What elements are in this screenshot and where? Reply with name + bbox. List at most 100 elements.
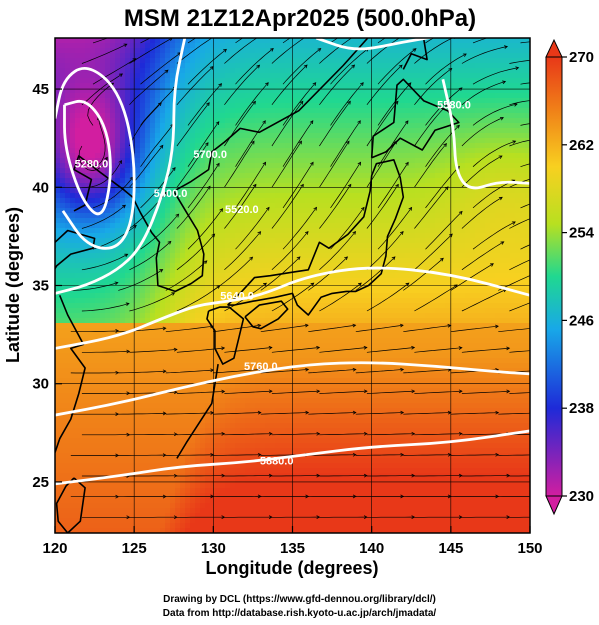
field-cell — [235, 143, 241, 149]
field-cell — [250, 388, 256, 394]
field-cell — [220, 123, 226, 129]
field-cell — [265, 198, 271, 204]
field-cell — [150, 163, 156, 169]
field-cell — [285, 168, 291, 174]
field-cell — [70, 383, 76, 389]
field-cell — [270, 428, 276, 434]
field-cell — [200, 358, 206, 364]
field-cell — [110, 133, 116, 139]
field-cell — [205, 98, 211, 104]
field-cell — [230, 258, 236, 264]
field-cell — [115, 168, 121, 174]
field-cell — [100, 378, 106, 384]
field-cell — [190, 153, 196, 159]
field-cell — [165, 93, 171, 99]
field-cell — [210, 513, 216, 519]
field-cell — [250, 193, 256, 199]
field-cell — [100, 388, 106, 394]
field-cell — [250, 213, 256, 219]
field-cell — [250, 503, 256, 509]
field-cell — [220, 253, 226, 259]
field-cell — [195, 398, 201, 404]
field-cell — [90, 123, 96, 129]
field-cell — [145, 268, 151, 274]
field-cell — [280, 38, 286, 44]
field-cell — [125, 108, 131, 114]
field-cell — [85, 123, 91, 129]
field-cell — [80, 128, 86, 134]
field-cell — [225, 73, 231, 79]
field-cell — [300, 498, 306, 504]
field-cell — [185, 153, 191, 159]
field-cell — [230, 378, 236, 384]
field-cell — [270, 313, 276, 319]
field-cell — [165, 213, 171, 219]
field-cell — [145, 63, 151, 69]
field-cell — [300, 503, 306, 509]
field-cell — [165, 468, 171, 474]
field-cell — [285, 318, 291, 324]
field-cell — [250, 423, 256, 429]
field-cell — [280, 348, 286, 354]
field-cell — [115, 523, 121, 529]
field-cell — [295, 168, 301, 174]
field-cell — [215, 413, 221, 419]
field-cell — [205, 88, 211, 94]
field-cell — [220, 223, 226, 229]
field-cell — [60, 163, 66, 169]
field-cell — [100, 273, 106, 279]
field-cell — [110, 223, 116, 229]
field-cell — [95, 408, 101, 414]
field-cell — [285, 98, 291, 104]
field-cell — [80, 528, 86, 533]
field-cell — [75, 383, 81, 389]
field-cell — [185, 503, 191, 509]
field-cell — [260, 108, 266, 114]
field-cell — [65, 173, 71, 179]
field-cell — [115, 483, 121, 489]
field-cell — [285, 153, 291, 159]
field-cell — [90, 363, 96, 369]
field-cell — [120, 78, 126, 84]
field-cell — [165, 443, 171, 449]
field-cell — [195, 143, 201, 149]
field-cell — [190, 523, 196, 529]
field-cell — [295, 198, 301, 204]
field-cell — [175, 353, 181, 359]
field-cell — [240, 333, 246, 339]
field-cell — [60, 213, 66, 219]
field-cell — [200, 293, 206, 299]
field-cell — [55, 128, 61, 134]
field-cell — [260, 143, 266, 149]
field-cell — [140, 498, 146, 504]
field-cell — [285, 358, 291, 364]
field-cell — [105, 238, 111, 244]
field-cell — [215, 108, 221, 114]
field-cell — [250, 83, 256, 89]
field-cell — [105, 103, 111, 109]
field-cell — [190, 468, 196, 474]
field-cell — [230, 43, 236, 49]
field-cell — [170, 293, 176, 299]
field-cell — [205, 293, 211, 299]
field-cell — [190, 498, 196, 504]
field-cell — [180, 258, 186, 264]
field-cell — [70, 433, 76, 439]
field-cell — [105, 163, 111, 169]
field-cell — [230, 433, 236, 439]
field-cell — [235, 168, 241, 174]
field-cell — [245, 203, 251, 209]
field-cell — [220, 403, 226, 409]
field-cell — [165, 373, 171, 379]
field-cell — [240, 498, 246, 504]
field-cell — [305, 93, 311, 99]
field-cell — [150, 313, 156, 319]
field-cell — [135, 308, 141, 314]
field-cell — [90, 53, 96, 59]
field-cell — [140, 423, 146, 429]
field-cell — [295, 398, 301, 404]
field-cell — [210, 353, 216, 359]
field-cell — [115, 388, 121, 394]
field-cell — [215, 498, 221, 504]
field-cell — [145, 193, 151, 199]
